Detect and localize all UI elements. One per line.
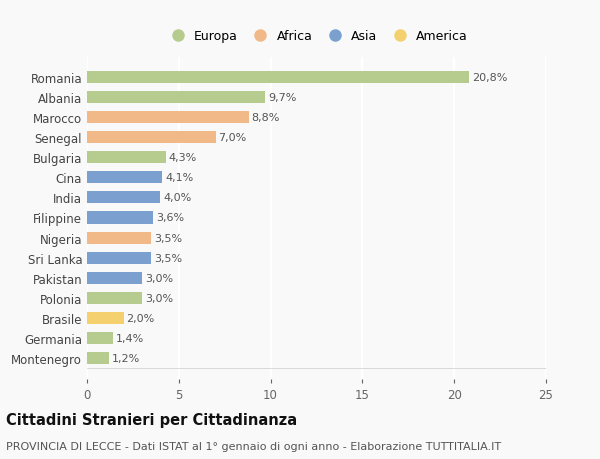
Text: 9,7%: 9,7% — [268, 93, 296, 103]
Bar — [87, 332, 113, 344]
Bar — [87, 172, 162, 184]
Text: PROVINCIA DI LECCE - Dati ISTAT al 1° gennaio di ogni anno - Elaborazione TUTTIT: PROVINCIA DI LECCE - Dati ISTAT al 1° ge… — [6, 441, 501, 451]
Text: 2,0%: 2,0% — [127, 313, 155, 323]
Text: 3,6%: 3,6% — [156, 213, 184, 223]
Bar — [87, 312, 124, 324]
Bar — [87, 272, 142, 284]
Text: Cittadini Stranieri per Cittadinanza: Cittadini Stranieri per Cittadinanza — [6, 413, 297, 428]
Text: 4,1%: 4,1% — [165, 173, 193, 183]
Text: 3,0%: 3,0% — [145, 293, 173, 303]
Text: 8,8%: 8,8% — [251, 113, 280, 123]
Bar — [87, 252, 151, 264]
Text: 3,5%: 3,5% — [154, 253, 182, 263]
Text: 1,2%: 1,2% — [112, 353, 140, 363]
Text: 4,0%: 4,0% — [163, 193, 191, 203]
Bar — [87, 232, 151, 244]
Text: 7,0%: 7,0% — [218, 133, 247, 143]
Legend: Europa, Africa, Asia, America: Europa, Africa, Asia, America — [160, 25, 473, 48]
Bar — [87, 112, 248, 124]
Text: 20,8%: 20,8% — [472, 73, 507, 83]
Bar — [87, 92, 265, 104]
Text: 3,5%: 3,5% — [154, 233, 182, 243]
Text: 4,3%: 4,3% — [169, 153, 197, 163]
Text: 3,0%: 3,0% — [145, 273, 173, 283]
Bar — [87, 152, 166, 164]
Bar — [87, 292, 142, 304]
Bar — [87, 72, 469, 84]
Bar — [87, 132, 215, 144]
Bar — [87, 352, 109, 364]
Text: 1,4%: 1,4% — [115, 333, 144, 343]
Bar — [87, 192, 160, 204]
Bar — [87, 212, 153, 224]
